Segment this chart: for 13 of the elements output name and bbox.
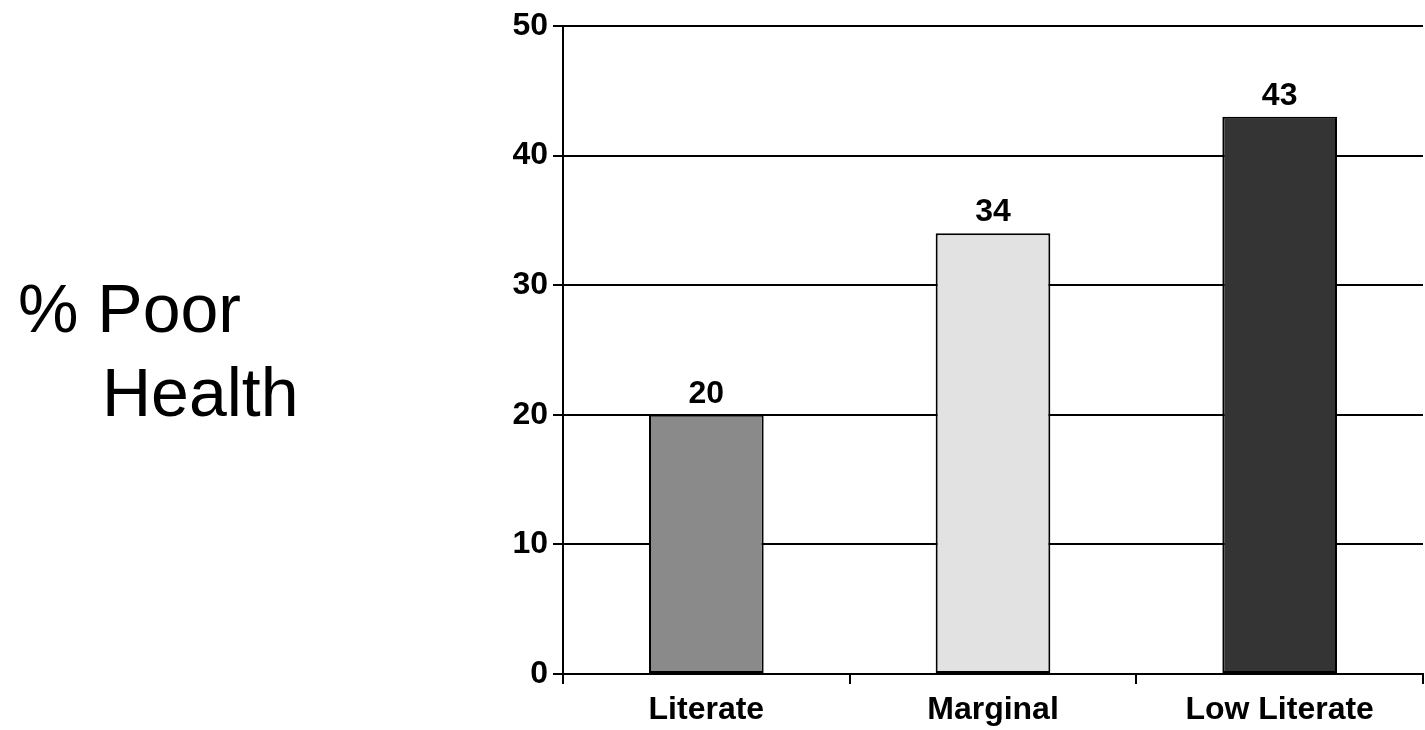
y-tick-label: 30 [512,265,548,302]
y-tick-label: 0 [530,653,548,690]
y-tick-label: 20 [512,394,548,431]
x-tick-label: Low Literate [1185,690,1374,727]
x-tick-label: Marginal [927,690,1059,727]
y-tick-label: 40 [512,135,548,172]
data-label: 43 [1261,75,1298,112]
y-tick-label: 10 [512,524,548,561]
data-label: 20 [688,373,725,410]
y-axis-title: % Poor Health [18,269,300,432]
x-tick-label: Literate [648,690,765,727]
y-tick-label: 50 [512,5,548,42]
data-label: 34 [975,192,1011,229]
